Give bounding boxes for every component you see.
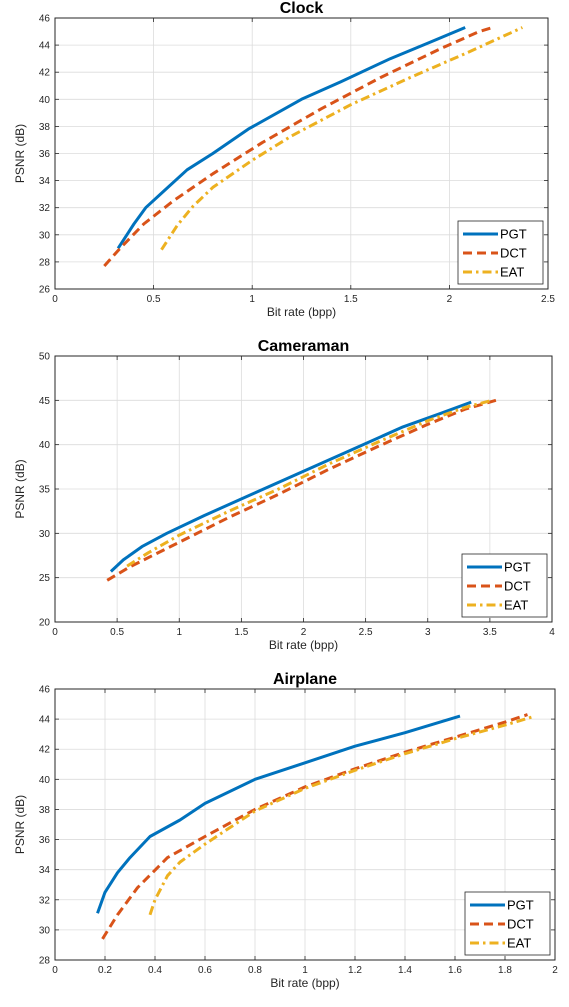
legend-box bbox=[461, 553, 548, 618]
chart-1: 0 0.5 1 1.5 2 2.5 3 3.5 4 20 25 30 35 40 45 50 Cameraman… bbox=[13, 338, 555, 652]
y-tick-label: 32 bbox=[39, 895, 51, 906]
y-tick-label: 46 bbox=[39, 685, 51, 696]
x-tick-label: 2 bbox=[301, 627, 307, 638]
x-tick-label: 1.2 bbox=[348, 965, 362, 976]
y-tick-label: 40 bbox=[39, 95, 51, 106]
legend-box bbox=[464, 891, 551, 956]
series-line-eat bbox=[126, 398, 493, 568]
y-axis-label: PSNR (dB) bbox=[13, 124, 27, 183]
y-tick-label: 40 bbox=[39, 775, 51, 786]
y-tick-label: 45 bbox=[39, 396, 51, 407]
series-line-pgt bbox=[96, 714, 461, 914]
y-tick-label: 34 bbox=[39, 865, 51, 876]
x-tick-label: 2 bbox=[552, 965, 558, 976]
x-tick-label: 2.5 bbox=[541, 294, 555, 305]
y-tick-label: 25 bbox=[39, 573, 51, 584]
y-tick-label: 38 bbox=[39, 805, 51, 816]
series-line-dct bbox=[103, 26, 494, 267]
legend-label-pgt: PGT bbox=[507, 898, 534, 913]
series-line-dct bbox=[106, 398, 497, 582]
x-tick-label: 0 bbox=[52, 294, 58, 305]
y-tick-label: 20 bbox=[39, 618, 51, 629]
y-tick-label: 42 bbox=[39, 68, 51, 79]
y-tick-label: 36 bbox=[39, 835, 51, 846]
x-tick-label: 0 bbox=[52, 965, 58, 976]
legend-label-pgt: PGT bbox=[504, 560, 531, 575]
x-axis-label: Bit rate (bpp) bbox=[269, 638, 338, 652]
x-tick-label: 2 bbox=[447, 294, 453, 305]
x-tick-label: 3 bbox=[425, 627, 431, 638]
legend-label-pgt: PGT bbox=[500, 227, 527, 242]
x-tick-label: 0.6 bbox=[198, 965, 212, 976]
legend: PGT DCT EAT bbox=[464, 891, 551, 956]
y-tick-label: 38 bbox=[39, 122, 51, 133]
y-tick-label: 50 bbox=[39, 352, 51, 363]
y-tick-label: 30 bbox=[39, 925, 51, 936]
y-tick-label: 30 bbox=[39, 230, 51, 241]
x-tick-label: 1 bbox=[249, 294, 255, 305]
axes-frame bbox=[54, 355, 553, 623]
y-tick-label: 35 bbox=[39, 485, 51, 496]
x-tick-label: 1.6 bbox=[448, 965, 462, 976]
legend-label-dct: DCT bbox=[507, 917, 534, 932]
y-tick-label: 28 bbox=[39, 257, 51, 268]
y-tick-label: 44 bbox=[39, 715, 51, 726]
x-tick-label: 0.4 bbox=[148, 965, 162, 976]
axes-frame bbox=[54, 17, 549, 290]
y-tick-label: 46 bbox=[39, 14, 51, 25]
chart-2: 0 0.2 0.4 0.6 0.8 1 1.2 1.4 1.6 1.8 2 28 30 32 34 36 38 4… bbox=[13, 671, 558, 990]
series-line-pgt bbox=[116, 26, 466, 250]
x-tick-label: 0.5 bbox=[147, 294, 161, 305]
y-tick-label: 34 bbox=[39, 176, 51, 187]
legend-label-eat: EAT bbox=[507, 936, 531, 951]
x-tick-label: 2.5 bbox=[359, 627, 373, 638]
chart-title: Airplane bbox=[273, 671, 337, 688]
x-axis-label: Bit rate (bpp) bbox=[270, 976, 339, 990]
x-tick-label: 1.5 bbox=[234, 627, 248, 638]
y-tick-label: 44 bbox=[39, 41, 51, 52]
y-tick-label: 36 bbox=[39, 149, 51, 160]
y-tick-label: 28 bbox=[39, 956, 51, 967]
x-tick-label: 1 bbox=[176, 627, 182, 638]
legend-label-dct: DCT bbox=[504, 579, 531, 594]
x-tick-label: 1 bbox=[302, 965, 308, 976]
legend-label-eat: EAT bbox=[500, 265, 524, 280]
axes-frame bbox=[54, 688, 556, 961]
legend: PGT DCT EAT bbox=[457, 220, 544, 285]
x-tick-label: 0.5 bbox=[110, 627, 124, 638]
x-tick-label: 0.8 bbox=[248, 965, 262, 976]
x-tick-label: 1.4 bbox=[398, 965, 412, 976]
x-tick-label: 0 bbox=[52, 627, 58, 638]
legend: PGT DCT EAT bbox=[461, 553, 548, 618]
x-tick-label: 4 bbox=[549, 627, 555, 638]
y-tick-label: 30 bbox=[39, 529, 51, 540]
y-tick-label: 26 bbox=[39, 285, 51, 296]
y-tick-label: 40 bbox=[39, 440, 51, 451]
y-tick-label: 32 bbox=[39, 203, 51, 214]
x-tick-label: 1.5 bbox=[344, 294, 358, 305]
series-line-pgt bbox=[109, 400, 472, 573]
chart-0: 0 0.5 1 1.5 2 2.5 26 28 30 32 34 36 38 40 42 44 46 Clock B… bbox=[13, 0, 555, 319]
series-line-eat bbox=[148, 714, 536, 916]
legend-box bbox=[457, 220, 544, 285]
y-axis-label: PSNR (dB) bbox=[13, 795, 27, 854]
y-tick-label: 42 bbox=[39, 745, 51, 756]
x-tick-label: 0.2 bbox=[98, 965, 112, 976]
y-axis-label: PSNR (dB) bbox=[13, 459, 27, 518]
legend-label-dct: DCT bbox=[500, 246, 527, 261]
x-tick-label: 1.8 bbox=[498, 965, 512, 976]
chart-title: Cameraman bbox=[258, 338, 350, 355]
series-line-eat bbox=[160, 26, 524, 251]
x-tick-label: 3.5 bbox=[483, 627, 497, 638]
x-axis-label: Bit rate (bpp) bbox=[267, 305, 336, 319]
chart-title: Clock bbox=[280, 0, 324, 17]
legend-label-eat: EAT bbox=[504, 598, 528, 613]
